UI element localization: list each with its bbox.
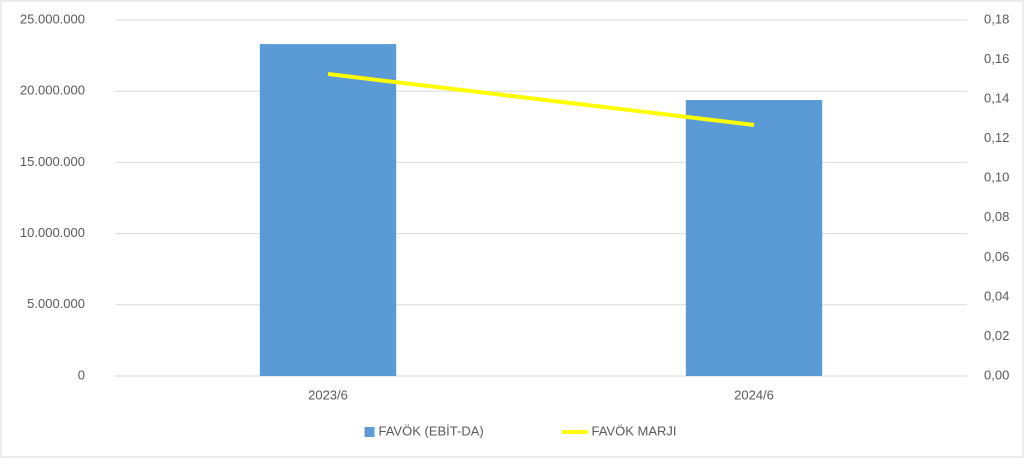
y2-tick-label: 0,00 (984, 367, 1009, 382)
x-tick-label: 2024/6 (734, 387, 774, 402)
y-tick-label: 10.000.000 (20, 225, 85, 240)
y2-tick-label: 0,08 (984, 209, 1009, 224)
y-tick-label: 20.000.000 (20, 83, 85, 98)
legend-swatch (364, 427, 375, 437)
y2-tick-label: 0,12 (984, 130, 1009, 145)
y-tick-label: 0 (78, 367, 85, 382)
x-tick-label: 2023/6 (308, 387, 348, 402)
y-tick-label: 15.000.000 (20, 154, 85, 169)
y2-tick-label: 0,04 (984, 288, 1009, 303)
y2-tick-label: 0,06 (984, 249, 1009, 264)
bar (259, 44, 397, 376)
y2-tick-label: 0,10 (984, 170, 1009, 185)
y-tick-label: 25.000.000 (20, 11, 85, 26)
line (327, 72, 755, 128)
y2-tick-label: 0,14 (984, 91, 1009, 106)
legend-label: FAVÖK (EBİT-DA) (379, 423, 484, 438)
y2-tick-label: 0,02 (984, 328, 1009, 343)
y2-tick-label: 0,18 (984, 11, 1009, 26)
legend-label: FAVÖK MARJI (592, 423, 677, 438)
y2-tick-label: 0,16 (984, 51, 1009, 66)
y-tick-label: 5.000.000 (27, 296, 85, 311)
bar (685, 100, 823, 376)
